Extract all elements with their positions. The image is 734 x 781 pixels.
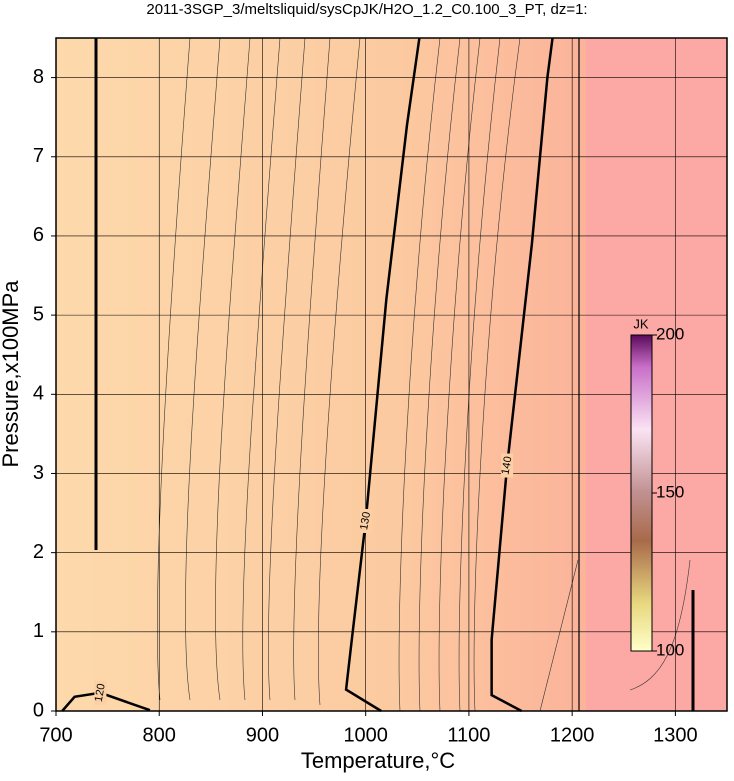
colorbar-tick-label: 100 bbox=[656, 640, 684, 659]
plot-frame bbox=[55, 37, 728, 712]
x-tick-label: 1200 bbox=[550, 724, 595, 746]
y-tick-label: 0 bbox=[33, 699, 44, 721]
plot-background bbox=[56, 38, 727, 711]
x-tick-label: 1100 bbox=[447, 724, 490, 746]
y-axis-label: Pressure,x100MPa bbox=[0, 280, 23, 468]
x-tick-label: 700 bbox=[39, 724, 72, 746]
y-tick-label: 2 bbox=[33, 541, 44, 563]
contour-label-bg bbox=[359, 508, 372, 533]
contour-label: 130 bbox=[358, 511, 373, 531]
y-tick-label: 4 bbox=[33, 383, 44, 405]
thin-contours bbox=[157, 37, 691, 712]
x-tick-label: 900 bbox=[246, 724, 279, 746]
contour-label: 140 bbox=[500, 455, 515, 475]
x-tick-label: 800 bbox=[143, 724, 176, 746]
contour-line bbox=[61, 691, 151, 712]
y-tick-label: 6 bbox=[33, 224, 44, 246]
x-axis-label: Temperature,°C bbox=[301, 748, 455, 773]
x-tick-label: 1300 bbox=[653, 724, 698, 746]
y-tick-label: 5 bbox=[33, 303, 44, 325]
x-tick-label: 1000 bbox=[343, 724, 388, 746]
colorbar bbox=[630, 334, 653, 652]
contour-label-bg bbox=[94, 680, 107, 705]
colorbar-tick-label: 200 bbox=[656, 324, 684, 343]
chart-title: 2011-3SGP_3/meltsliquid/sysCpJK/H2O_1.2_… bbox=[146, 1, 587, 18]
colorbar-tick-label: 150 bbox=[656, 482, 684, 501]
y-tick-label: 7 bbox=[33, 145, 44, 167]
contour-label: 120 bbox=[93, 683, 108, 703]
y-tick-label: 8 bbox=[33, 66, 44, 88]
colorbar-label: JK bbox=[633, 316, 649, 331]
contour-label-bg bbox=[501, 453, 514, 478]
y-tick-label: 1 bbox=[33, 620, 44, 642]
y-tick-label: 3 bbox=[33, 462, 44, 484]
